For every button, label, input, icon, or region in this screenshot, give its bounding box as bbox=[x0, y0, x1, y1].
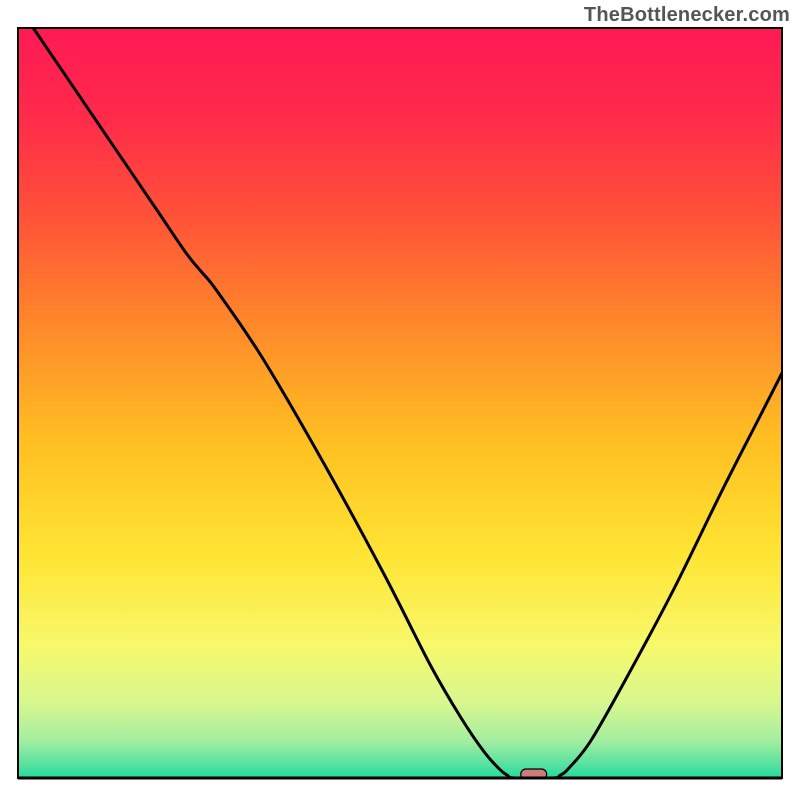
bottleneck-chart bbox=[0, 0, 800, 800]
watermark-text: TheBottlenecker.com bbox=[584, 4, 790, 27]
gradient-background bbox=[18, 28, 782, 778]
chart-container: TheBottlenecker.com bbox=[0, 0, 800, 800]
